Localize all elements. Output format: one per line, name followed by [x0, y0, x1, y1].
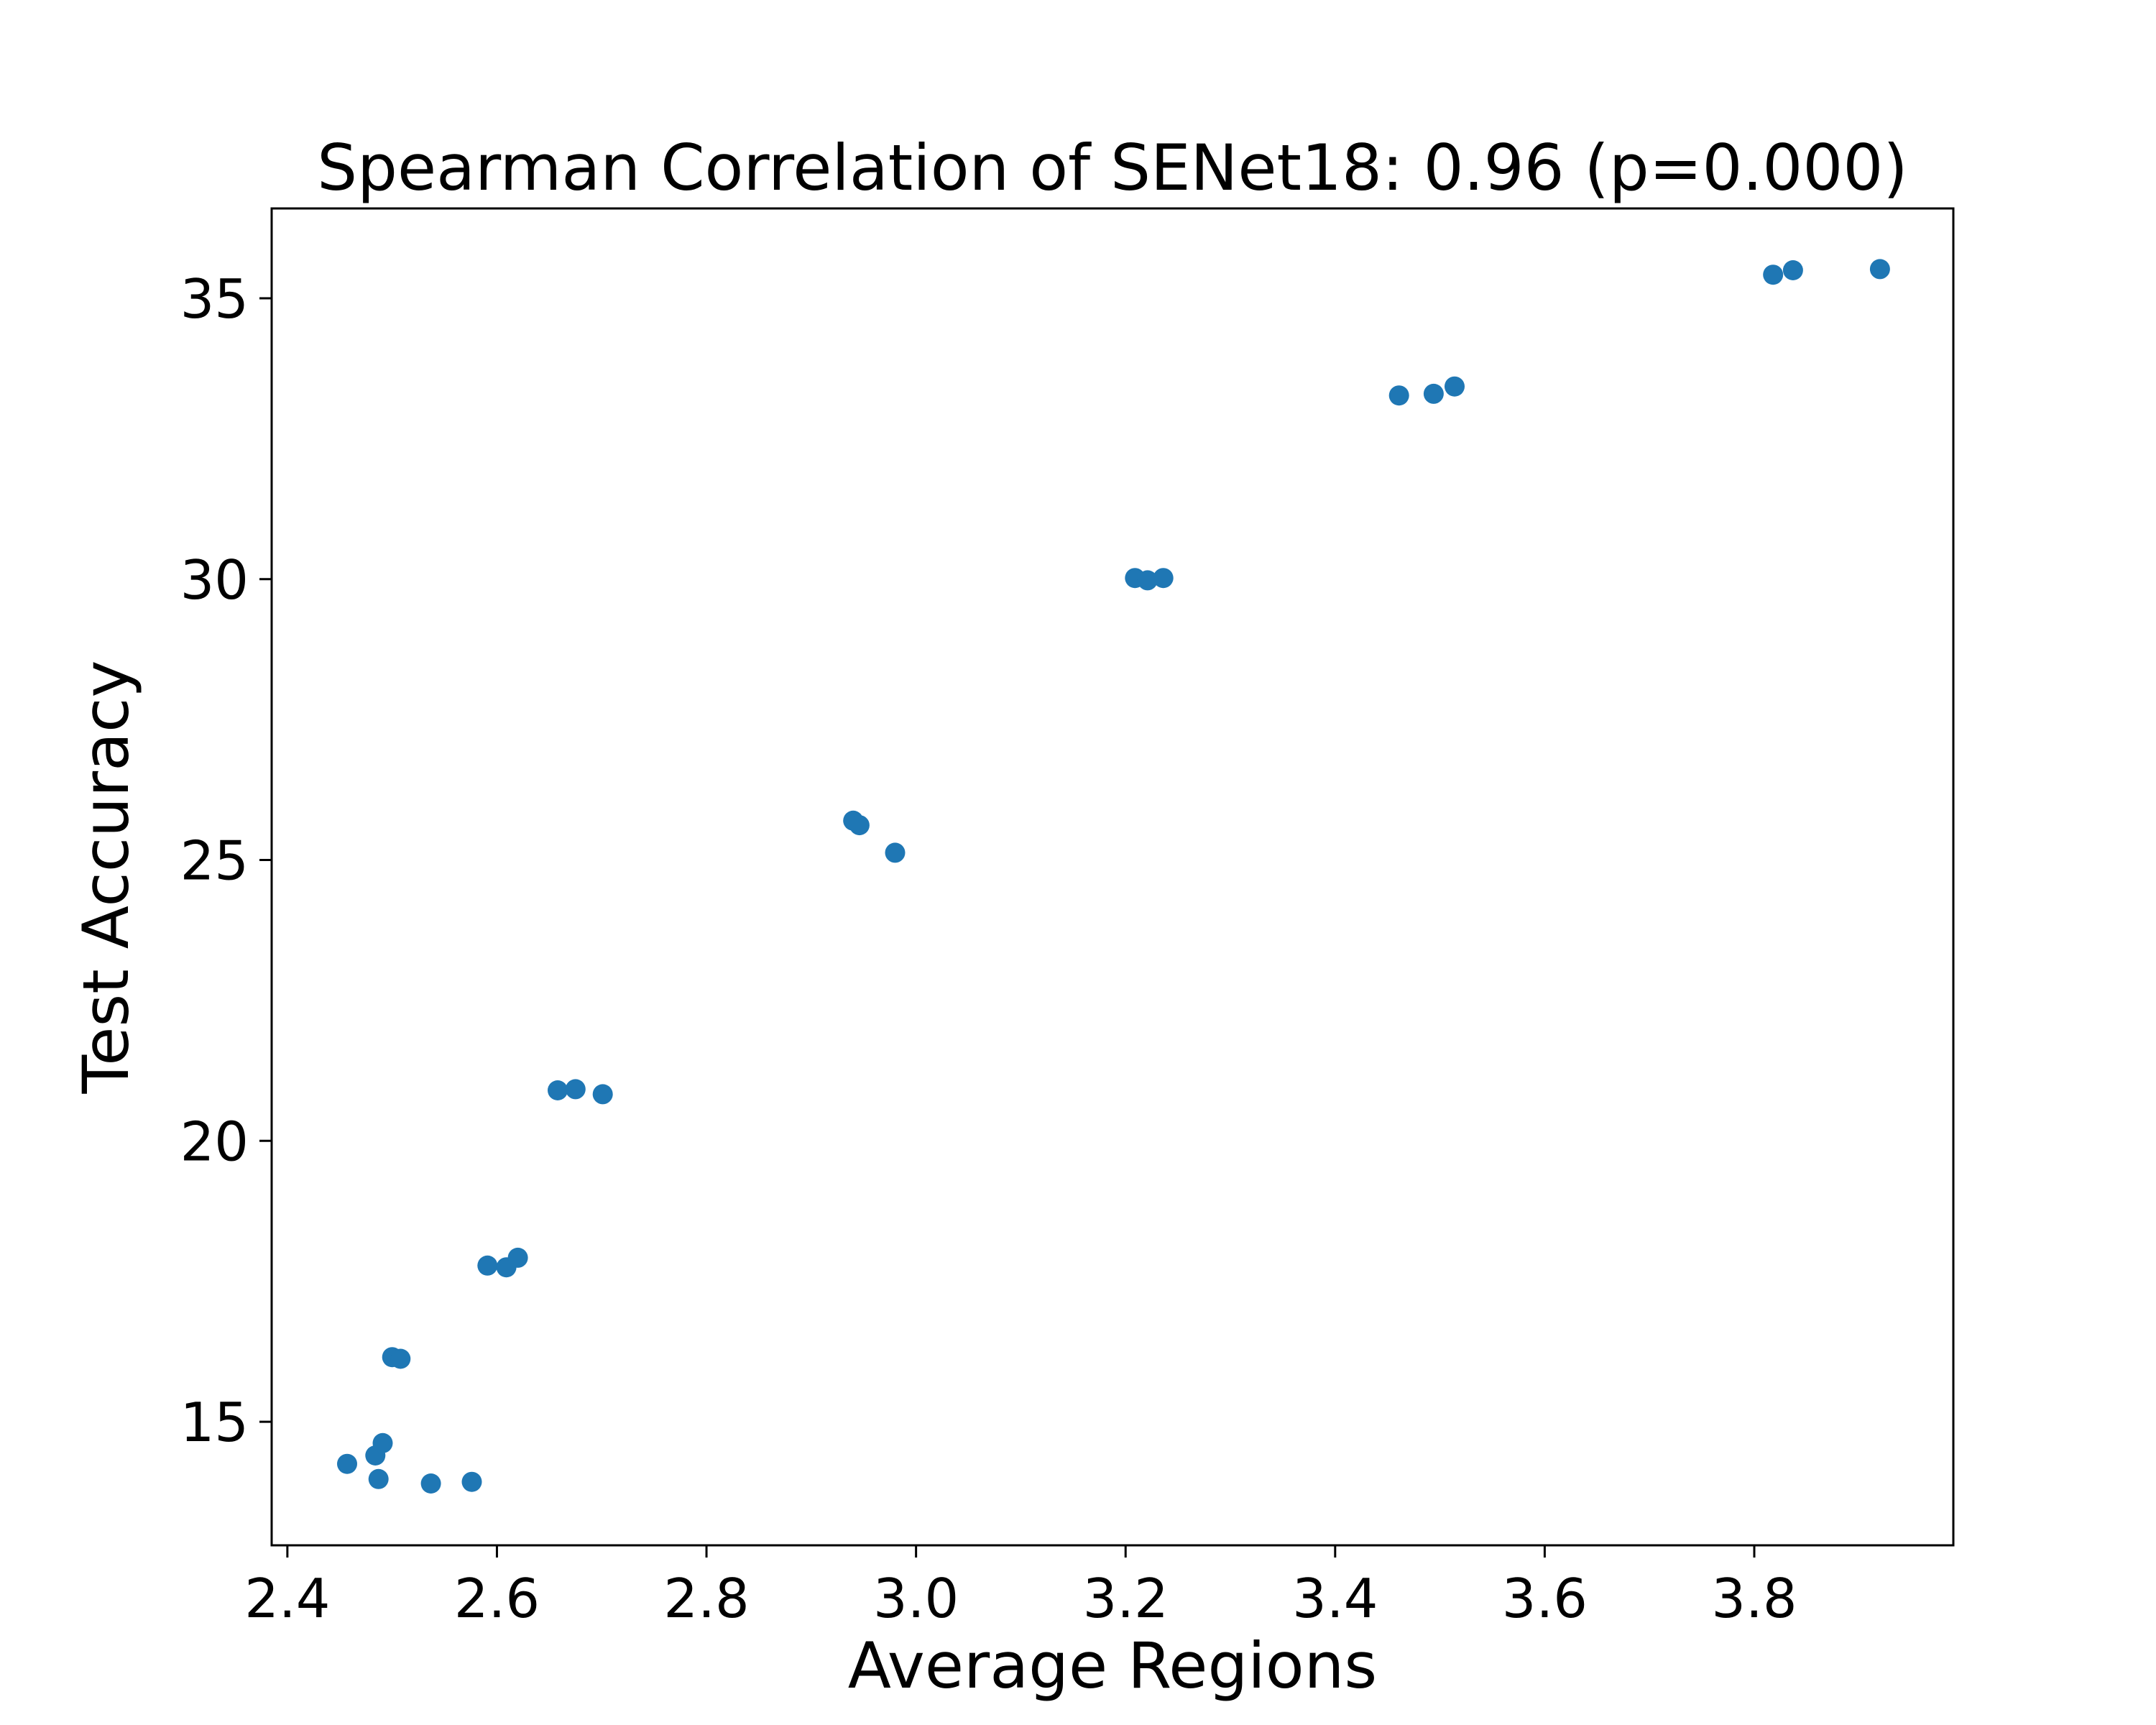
data-point-8	[461, 1471, 482, 1492]
data-point-17	[885, 842, 906, 863]
data-point-12	[548, 1080, 568, 1100]
data-point-14	[592, 1084, 613, 1105]
data-point-22	[1423, 383, 1444, 404]
data-points	[337, 259, 1890, 1494]
data-point-11	[507, 1247, 528, 1268]
data-point-6	[390, 1348, 411, 1369]
y-tick-label: 30	[180, 548, 249, 612]
chart-title: Spearman Correlation of SENet18: 0.96 (p…	[317, 131, 1907, 205]
data-point-23	[1445, 376, 1465, 397]
data-point-24	[1763, 264, 1784, 285]
x-tick-label: 3.0	[873, 1567, 959, 1630]
data-point-20	[1153, 568, 1174, 589]
y-axis-label: Test Accuracy	[69, 660, 143, 1094]
y-tick-label: 25	[180, 829, 249, 893]
data-point-16	[849, 815, 870, 836]
y-tick-label: 20	[180, 1110, 249, 1173]
data-point-19	[1137, 570, 1158, 591]
x-tick-label: 2.4	[244, 1567, 330, 1630]
y-tick-label: 35	[180, 267, 249, 331]
x-axis-ticks: 2.4 2.6 2.8 3.0 3.2 3.4 3.6 3.8	[244, 1545, 1797, 1630]
data-point-25	[1782, 260, 1803, 280]
x-tick-label: 2.8	[663, 1567, 749, 1630]
plot-frame	[270, 207, 1955, 1547]
data-point-1	[337, 1453, 357, 1474]
x-tick-label: 2.6	[454, 1567, 540, 1630]
data-point-3	[368, 1468, 389, 1489]
x-tick-label: 3.8	[1711, 1567, 1797, 1630]
x-tick-label: 3.2	[1083, 1567, 1169, 1630]
data-point-26	[1869, 259, 1890, 280]
y-tick-label: 15	[180, 1391, 249, 1454]
x-tick-label: 3.6	[1502, 1567, 1588, 1630]
data-point-21	[1388, 385, 1409, 406]
data-point-9	[477, 1255, 498, 1276]
data-point-13	[565, 1079, 586, 1100]
data-point-7	[420, 1473, 441, 1494]
data-point-4	[372, 1432, 393, 1453]
x-axis-label: Average Regions	[848, 1629, 1377, 1703]
x-tick-label: 3.4	[1292, 1567, 1378, 1630]
y-axis-ticks: 15 20 25 30 35	[180, 267, 272, 1454]
